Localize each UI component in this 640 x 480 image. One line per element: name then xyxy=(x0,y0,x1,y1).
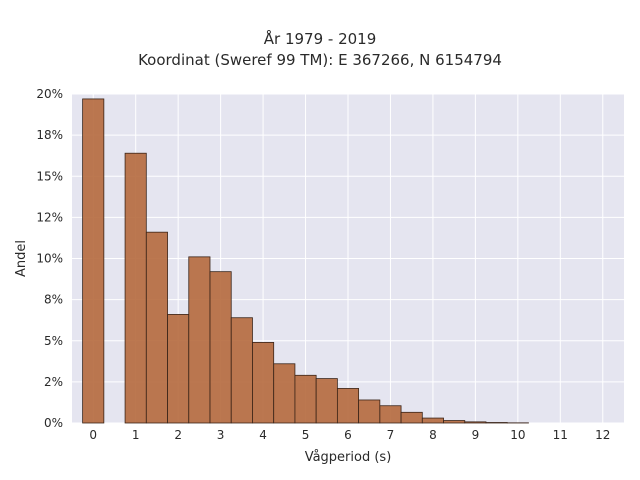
x-tick-label: 6 xyxy=(344,428,352,442)
histogram-bar xyxy=(464,421,487,424)
chart-subtitle: Koordinat (Sweref 99 TM): E 367266, N 61… xyxy=(138,51,502,69)
bars xyxy=(82,98,529,424)
x-tick-label: 7 xyxy=(387,428,395,442)
y-tick-label: 10% xyxy=(36,252,63,266)
histogram-bar xyxy=(252,341,275,424)
x-tick-label: 0 xyxy=(89,428,97,442)
histogram-bar xyxy=(209,271,232,424)
y-tick-label: 12% xyxy=(36,210,63,224)
y-axis-label: Andel xyxy=(14,240,29,277)
histogram-bar xyxy=(230,317,253,424)
histogram-bar xyxy=(315,378,338,424)
x-tick-label: 1 xyxy=(132,428,140,442)
x-tick-label: 2 xyxy=(174,428,182,442)
y-tick-label: 20% xyxy=(36,87,63,101)
x-tick-label: 12 xyxy=(595,428,610,442)
gridlines xyxy=(72,93,624,424)
y-tick-label: 15% xyxy=(36,169,63,183)
histogram-bar xyxy=(188,256,211,424)
y-axis-ticks: 0% 2% 5% 8% 10% 12% 15% 18% 20% xyxy=(36,87,63,430)
y-tick-label: 18% xyxy=(36,128,63,142)
x-tick-label: 11 xyxy=(553,428,568,442)
histogram-bar xyxy=(336,388,360,424)
x-tick-label: 4 xyxy=(259,428,267,442)
y-tick-label: 2% xyxy=(44,375,63,389)
x-tick-label: 10 xyxy=(510,428,525,442)
histogram-bar xyxy=(167,314,190,424)
histogram-bar xyxy=(124,152,147,424)
histogram-bar xyxy=(400,411,423,424)
histogram-bar xyxy=(294,374,317,424)
histogram-bar xyxy=(358,399,381,424)
x-tick-label: 8 xyxy=(429,428,437,442)
x-tick-label: 9 xyxy=(472,428,480,442)
histogram-bar xyxy=(421,417,444,424)
y-tick-label: 8% xyxy=(44,293,63,307)
chart-title: År 1979 - 2019 xyxy=(263,30,377,48)
x-axis-ticks: 0 1 2 3 4 5 6 7 8 9 10 11 12 xyxy=(89,428,610,442)
histogram-bar xyxy=(273,363,296,424)
x-axis-label: Vågperiod (s) xyxy=(305,450,392,465)
y-tick-label: 5% xyxy=(44,334,63,348)
histogram-bar xyxy=(82,98,105,424)
x-tick-label: 5 xyxy=(302,428,310,442)
y-tick-label: 0% xyxy=(44,416,63,430)
histogram-bar xyxy=(443,420,466,424)
x-tick-label: 3 xyxy=(217,428,225,442)
histogram-bar xyxy=(379,405,402,424)
histogram-bar xyxy=(145,231,168,424)
